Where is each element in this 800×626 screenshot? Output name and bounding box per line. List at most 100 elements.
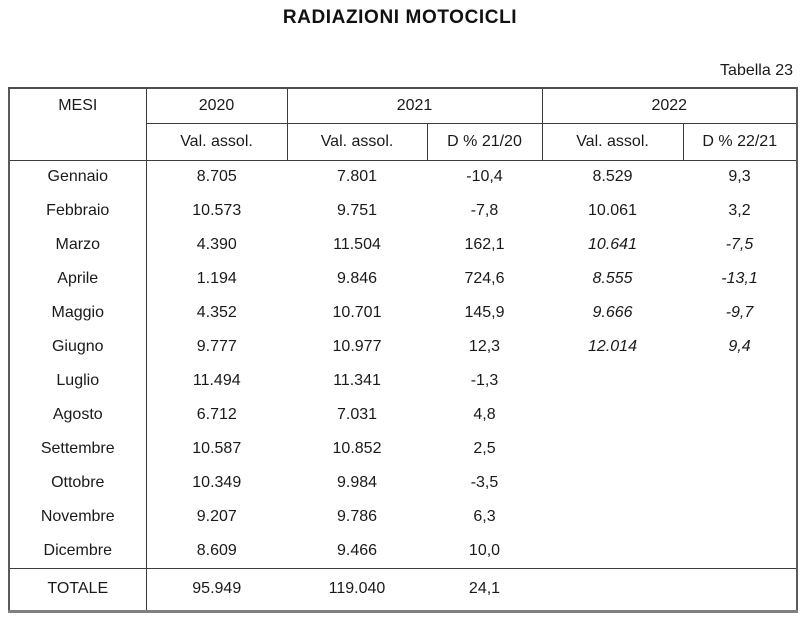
month-cell: Luglio <box>9 364 147 398</box>
value-2021-cell: 10.852 <box>332 440 382 457</box>
year-header-2021: 2021 <box>286 88 542 124</box>
table-row: Gennaio 8.705 7.801 -10,4 8.529 9,3 <box>9 160 797 194</box>
year-header-row: MESI 2020 2021 2022 <box>9 88 797 161</box>
table-header: MESI 2020 2021 2022 Val. assol. Val. ass… <box>9 88 797 161</box>
table-row: Aprile 1.194 9.846 724,6 8.555 -13,1 <box>9 262 797 296</box>
delta-21-20-cell: -3,5 <box>470 474 499 491</box>
value-2020-cell: 9.207 <box>196 508 237 525</box>
table-row: Ottobre 10.349 9.984 -3,5 <box>9 466 797 500</box>
value-2020-cell: 1.194 <box>196 270 237 287</box>
value-2021-cell: 11.504 <box>333 236 381 253</box>
subheader-val-2022: Val. assol. <box>541 123 683 161</box>
delta-21-20-cell: -7,8 <box>470 202 499 219</box>
value-2020-cell: 11.494 <box>192 372 241 389</box>
value-2022-cell: 8.555 <box>592 270 633 287</box>
delta-21-20-cell: 6,3 <box>473 508 496 525</box>
delta-22-21-cell: 9,4 <box>728 338 751 355</box>
month-cell: Novembre <box>9 500 147 534</box>
value-2020-cell: 8.609 <box>196 541 237 559</box>
value-2021-cell: 9.846 <box>336 270 378 287</box>
total-label-cell: TOTALE <box>9 568 147 611</box>
value-2022-cell <box>542 534 683 568</box>
total-value-2021-cell: 119.040 <box>328 580 386 597</box>
value-2021-cell: 9.466 <box>336 541 378 559</box>
total-delta-21-20-cell: 24,1 <box>468 580 501 597</box>
delta-22-21-cell <box>683 398 797 432</box>
delta-22-21-cell: 9,3 <box>728 168 751 186</box>
table-row: Settembre 10.587 10.852 2,5 <box>9 432 797 466</box>
value-2020-cell: 8.705 <box>196 168 237 186</box>
delta-21-20-cell: -10,4 <box>466 168 503 186</box>
year-header-2022: 2022 <box>541 88 797 124</box>
value-2020-cell: 4.352 <box>196 304 237 321</box>
delta-21-20-cell: 145,9 <box>464 304 505 321</box>
value-2022-cell <box>542 398 683 432</box>
mesi-column-header: MESI <box>9 88 147 161</box>
value-2022-cell: 10.641 <box>588 236 637 253</box>
table-row: Giugno 9.777 10.977 12,3 12.014 9,4 <box>9 330 797 364</box>
delta-22-21-cell <box>683 500 797 534</box>
delta-22-21-cell: -9,7 <box>725 304 754 321</box>
value-2020-cell: 4.390 <box>196 236 237 253</box>
table-footer: TOTALE 95.949 119.040 24,1 <box>9 568 797 611</box>
radiazioni-motocicli-table: MESI 2020 2021 2022 Val. assol. Val. ass… <box>8 87 798 613</box>
delta-22-21-cell <box>683 534 797 568</box>
delta-21-20-cell: 12,3 <box>468 338 501 355</box>
month-cell: Maggio <box>9 296 147 330</box>
value-2022-cell: 9.666 <box>592 304 633 321</box>
delta-22-21-cell <box>683 466 797 500</box>
total-delta-22-21-cell <box>683 568 797 611</box>
month-cell: Aprile <box>9 262 147 296</box>
delta-21-20-cell: 10,0 <box>468 541 501 559</box>
month-cell: Marzo <box>9 228 147 262</box>
total-value-2020-cell: 95.949 <box>192 580 242 597</box>
table-row: Febbraio 10.573 9.751 -7,8 10.061 3,2 <box>9 194 797 228</box>
value-2020-cell: 6.712 <box>196 406 237 423</box>
month-cell: Febbraio <box>9 194 147 228</box>
value-2020-cell: 10.587 <box>192 440 242 457</box>
table-row: Agosto 6.712 7.031 4,8 <box>9 398 797 432</box>
value-2020-cell: 9.777 <box>196 338 237 355</box>
delta-21-20-cell: -1,3 <box>470 372 499 389</box>
value-2021-cell: 11.341 <box>333 372 381 389</box>
value-2022-cell: 8.529 <box>592 168 633 186</box>
month-cell: Dicembre <box>9 534 147 568</box>
value-2022-cell: 10.061 <box>588 202 637 219</box>
value-2022-cell: 12.014 <box>588 338 637 355</box>
value-2020-cell: 10.349 <box>192 474 242 491</box>
table-row: Luglio 11.494 11.341 -1,3 <box>9 364 797 398</box>
delta-21-20-cell: 4,8 <box>473 406 496 423</box>
table-body: Gennaio 8.705 7.801 -10,4 8.529 9,3 Febbraio 10… <box>9 160 797 568</box>
value-2022-cell <box>542 364 683 398</box>
value-2022-cell <box>542 432 683 466</box>
table-row: Novembre 9.207 9.786 6,3 <box>9 500 797 534</box>
table-row: Dicembre 8.609 9.466 10,0 <box>9 534 797 568</box>
delta-22-21-cell: -7,5 <box>725 236 754 253</box>
table-row: Maggio 4.352 10.701 145,9 9.666 -9,7 <box>9 296 797 330</box>
month-cell: Settembre <box>9 432 147 466</box>
delta-22-21-cell <box>683 432 797 466</box>
table-row: Marzo 4.390 11.504 162,1 10.641 -7,5 <box>9 228 797 262</box>
value-2022-cell <box>542 466 683 500</box>
delta-21-20-cell: 724,6 <box>464 270 505 287</box>
month-cell: Ottobre <box>9 466 147 500</box>
value-2021-cell: 7.031 <box>336 406 378 423</box>
value-2021-cell: 10.977 <box>332 338 382 355</box>
total-row: TOTALE 95.949 119.040 24,1 <box>9 568 797 611</box>
subheader-val-2020: Val. assol. <box>146 123 287 161</box>
delta-22-21-cell: -13,1 <box>721 270 758 287</box>
value-2022-cell <box>542 500 683 534</box>
subheader-row: Val. assol. Val. assol. D % 21/20 Val. a… <box>9 123 797 161</box>
value-2021-cell: 9.786 <box>336 508 378 525</box>
value-2021-cell: 9.751 <box>336 202 378 219</box>
total-value-2022-cell <box>542 568 683 611</box>
delta-21-20-cell: 162,1 <box>464 236 505 253</box>
subheader-delta-21-20: D % 21/20 <box>426 123 542 161</box>
month-cell: Agosto <box>9 398 147 432</box>
table-number-label: Tabella 23 <box>720 62 793 79</box>
value-2021-cell: 10.701 <box>332 304 382 321</box>
value-2021-cell: 7.801 <box>336 168 378 186</box>
delta-22-21-cell <box>683 364 797 398</box>
page-title: RADIAZIONI MOTOCICLI <box>282 7 518 28</box>
